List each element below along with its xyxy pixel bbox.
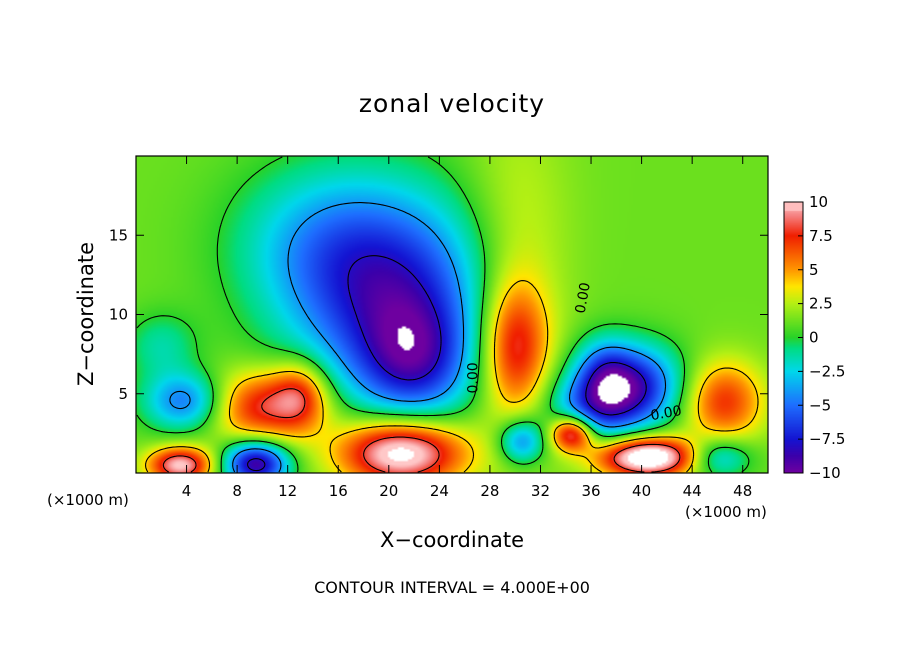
contour-interval-note: CONTOUR INTERVAL = 4.000E+00 [314, 578, 590, 597]
x-tick-label: 8 [232, 482, 242, 500]
y-tick-label: 5 [118, 385, 128, 403]
x-unit-right: (×1000 m) [685, 503, 767, 521]
x-tick-label: 4 [182, 482, 192, 500]
x-tick-label: 12 [278, 482, 297, 500]
colorbar-tick-label: 5 [809, 261, 819, 279]
colorbar-tick-label: 10 [809, 193, 828, 211]
contour-lines [136, 156, 759, 473]
contour-level-8 [162, 388, 681, 473]
colorbar-tick-label: 2.5 [809, 295, 833, 313]
colorbar-tick-label: −10 [809, 464, 841, 482]
colorbar-tick-label: 7.5 [809, 227, 833, 245]
y-axis-title: Z−coordinate [74, 242, 98, 386]
contour-level--8 [246, 255, 647, 472]
y-ticks: 5 10 15 [109, 226, 768, 403]
colorbar: 10 7.5 5 2.5 0 −2.5 −5 −7.5 −10 [783, 193, 845, 482]
y-tick-label: 15 [109, 226, 128, 244]
x-ticks: 4 8 12 16 20 24 28 32 36 40 44 48 [182, 156, 752, 500]
contour-labels: 0.00 0.00 0.00 [465, 281, 683, 424]
contour-label: 0.00 [465, 362, 481, 393]
colorbar-tick-label: −5 [809, 396, 831, 414]
contour-label: 0.00 [573, 281, 594, 314]
y-tick-label: 10 [109, 306, 128, 324]
x-unit-left: (×1000 m) [47, 491, 129, 509]
colorbar-tick-label: −2.5 [809, 362, 845, 380]
x-tick-label: 48 [733, 482, 752, 500]
contour-level-4 [145, 280, 759, 473]
contour-level-0 [136, 156, 750, 473]
colorbar-ticks: 10 7.5 5 2.5 0 −2.5 −5 −7.5 −10 [798, 193, 845, 482]
x-tick-label: 36 [581, 482, 600, 500]
contour-level--4 [169, 202, 667, 473]
x-tick-label: 16 [329, 482, 348, 500]
colorbar-tick-label: 0 [809, 329, 819, 347]
x-tick-label: 32 [531, 482, 550, 500]
heatmap-field [136, 156, 768, 473]
chart-title: zonal velocity [359, 89, 545, 118]
x-axis-title: X−coordinate [380, 528, 524, 552]
contour-label: 0.00 [649, 403, 682, 424]
x-tick-label: 44 [683, 482, 702, 500]
colorbar-tick-label: −7.5 [809, 430, 845, 448]
x-tick-label: 28 [480, 482, 499, 500]
x-tick-label: 24 [430, 482, 449, 500]
x-tick-label: 20 [379, 482, 398, 500]
x-tick-label: 40 [632, 482, 651, 500]
